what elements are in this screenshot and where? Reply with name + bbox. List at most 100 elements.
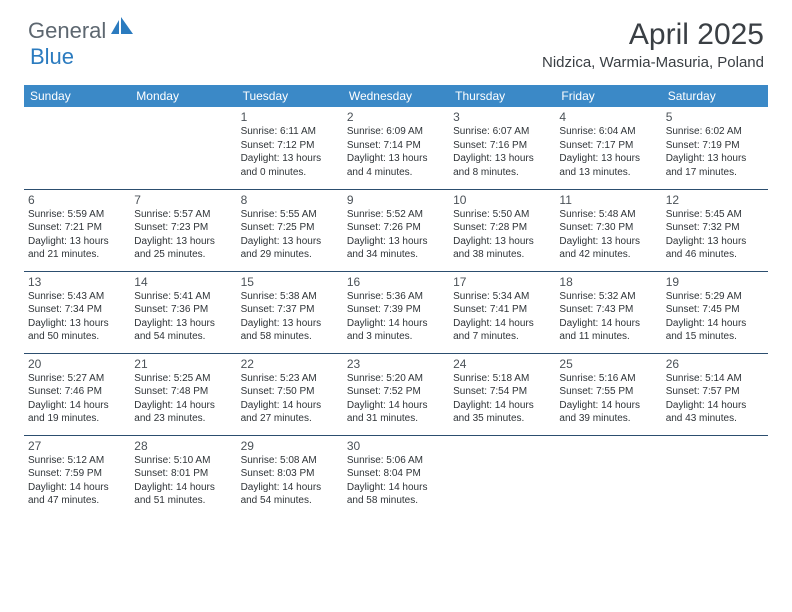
day-detail: and 15 minutes. [666, 330, 764, 344]
day-detail: and 0 minutes. [241, 166, 339, 180]
day-detail: and 8 minutes. [453, 166, 551, 180]
day-number: 24 [453, 357, 551, 372]
day-detail: Sunrise: 5:32 AM [559, 290, 657, 304]
day-detail: Daylight: 14 hours [28, 481, 126, 495]
day-detail: Sunset: 7:26 PM [347, 221, 445, 235]
day-detail: Sunset: 7:12 PM [241, 139, 339, 153]
day-cell: 19Sunrise: 5:29 AMSunset: 7:45 PMDayligh… [662, 271, 768, 353]
day-number: 13 [28, 275, 126, 290]
day-detail: Sunrise: 5:34 AM [453, 290, 551, 304]
day-detail: Sunrise: 5:52 AM [347, 208, 445, 222]
day-detail: Sunset: 7:37 PM [241, 303, 339, 317]
day-number: 14 [134, 275, 232, 290]
day-number: 10 [453, 193, 551, 208]
day-detail: and 21 minutes. [28, 248, 126, 262]
day-detail: Sunrise: 5:57 AM [134, 208, 232, 222]
day-detail: and 50 minutes. [28, 330, 126, 344]
day-detail: and 58 minutes. [241, 330, 339, 344]
day-number: 1 [241, 110, 339, 125]
day-detail: Sunrise: 5:43 AM [28, 290, 126, 304]
day-number: 3 [453, 110, 551, 125]
weekday-header: Friday [555, 85, 661, 107]
day-detail: Sunset: 7:17 PM [559, 139, 657, 153]
day-number: 8 [241, 193, 339, 208]
day-detail: Sunrise: 5:29 AM [666, 290, 764, 304]
day-detail: Sunset: 7:19 PM [666, 139, 764, 153]
day-cell: 8Sunrise: 5:55 AMSunset: 7:25 PMDaylight… [237, 189, 343, 271]
day-detail: Sunset: 7:32 PM [666, 221, 764, 235]
day-number: 11 [559, 193, 657, 208]
day-cell: 14Sunrise: 5:41 AMSunset: 7:36 PMDayligh… [130, 271, 236, 353]
day-detail: Sunset: 7:55 PM [559, 385, 657, 399]
day-detail: Daylight: 13 hours [453, 152, 551, 166]
day-detail: Daylight: 13 hours [241, 317, 339, 331]
day-detail: Sunset: 7:48 PM [134, 385, 232, 399]
day-detail: and 46 minutes. [666, 248, 764, 262]
day-detail: Sunrise: 6:11 AM [241, 125, 339, 139]
day-detail: Sunrise: 5:18 AM [453, 372, 551, 386]
day-cell: 5Sunrise: 6:02 AMSunset: 7:19 PMDaylight… [662, 107, 768, 189]
day-cell: 13Sunrise: 5:43 AMSunset: 7:34 PMDayligh… [24, 271, 130, 353]
day-detail: Sunrise: 5:20 AM [347, 372, 445, 386]
day-number: 9 [347, 193, 445, 208]
day-detail: Sunset: 7:28 PM [453, 221, 551, 235]
day-cell: 24Sunrise: 5:18 AMSunset: 7:54 PMDayligh… [449, 353, 555, 435]
day-detail: Sunrise: 5:50 AM [453, 208, 551, 222]
day-cell: 27Sunrise: 5:12 AMSunset: 7:59 PMDayligh… [24, 435, 130, 517]
day-detail: and 42 minutes. [559, 248, 657, 262]
day-cell: 29Sunrise: 5:08 AMSunset: 8:03 PMDayligh… [237, 435, 343, 517]
day-number: 6 [28, 193, 126, 208]
day-cell: 4Sunrise: 6:04 AMSunset: 7:17 PMDaylight… [555, 107, 661, 189]
day-cell: 9Sunrise: 5:52 AMSunset: 7:26 PMDaylight… [343, 189, 449, 271]
day-detail: Sunrise: 5:23 AM [241, 372, 339, 386]
day-detail: Sunset: 8:04 PM [347, 467, 445, 481]
day-detail: Daylight: 14 hours [666, 317, 764, 331]
day-detail: Sunrise: 5:38 AM [241, 290, 339, 304]
day-detail: and 19 minutes. [28, 412, 126, 426]
day-detail: Daylight: 13 hours [241, 235, 339, 249]
day-detail: Sunset: 7:57 PM [666, 385, 764, 399]
day-detail: and 39 minutes. [559, 412, 657, 426]
calendar-row: 1Sunrise: 6:11 AMSunset: 7:12 PM Daylight… [24, 107, 768, 189]
day-detail: and 43 minutes. [666, 412, 764, 426]
weekday-header: Thursday [449, 85, 555, 107]
day-detail: Sunrise: 5:36 AM [347, 290, 445, 304]
day-detail: Sunset: 7:41 PM [453, 303, 551, 317]
day-detail: and 35 minutes. [453, 412, 551, 426]
day-detail: Sunset: 7:36 PM [134, 303, 232, 317]
empty-cell [449, 435, 555, 517]
calendar-body: 1Sunrise: 6:11 AMSunset: 7:12 PM Daylight… [24, 107, 768, 517]
day-detail: Daylight: 13 hours [28, 235, 126, 249]
calendar-table: Sunday Monday Tuesday Wednesday Thursday… [24, 85, 768, 517]
day-cell: 7Sunrise: 5:57 AMSunset: 7:23 PMDaylight… [130, 189, 236, 271]
day-detail: Sunset: 7:25 PM [241, 221, 339, 235]
day-detail: Sunrise: 5:06 AM [347, 454, 445, 468]
month-title: April 2025 [542, 18, 764, 52]
day-cell: 10Sunrise: 5:50 AMSunset: 7:28 PMDayligh… [449, 189, 555, 271]
day-number: 7 [134, 193, 232, 208]
day-number: 12 [666, 193, 764, 208]
day-detail: and 58 minutes. [347, 494, 445, 508]
day-detail: Sunset: 7:54 PM [453, 385, 551, 399]
day-detail: Daylight: 14 hours [453, 399, 551, 413]
day-detail: Sunrise: 5:27 AM [28, 372, 126, 386]
day-detail: Sunset: 7:50 PM [241, 385, 339, 399]
day-number: 4 [559, 110, 657, 125]
day-detail: Daylight: 13 hours [134, 235, 232, 249]
day-detail: Sunrise: 5:10 AM [134, 454, 232, 468]
empty-cell [130, 107, 236, 189]
calendar-row: 13Sunrise: 5:43 AMSunset: 7:34 PMDayligh… [24, 271, 768, 353]
sails-icon [110, 17, 136, 40]
day-number: 15 [241, 275, 339, 290]
empty-cell [662, 435, 768, 517]
day-detail: Daylight: 13 hours [28, 317, 126, 331]
weekday-header-row: Sunday Monday Tuesday Wednesday Thursday… [24, 85, 768, 107]
day-number: 18 [559, 275, 657, 290]
day-detail: Sunset: 7:52 PM [347, 385, 445, 399]
day-detail: Daylight: 14 hours [134, 481, 232, 495]
day-number: 23 [347, 357, 445, 372]
day-detail: Sunset: 7:59 PM [28, 467, 126, 481]
weekday-header: Sunday [24, 85, 130, 107]
day-detail: Daylight: 13 hours [134, 317, 232, 331]
day-cell: 22Sunrise: 5:23 AMSunset: 7:50 PMDayligh… [237, 353, 343, 435]
